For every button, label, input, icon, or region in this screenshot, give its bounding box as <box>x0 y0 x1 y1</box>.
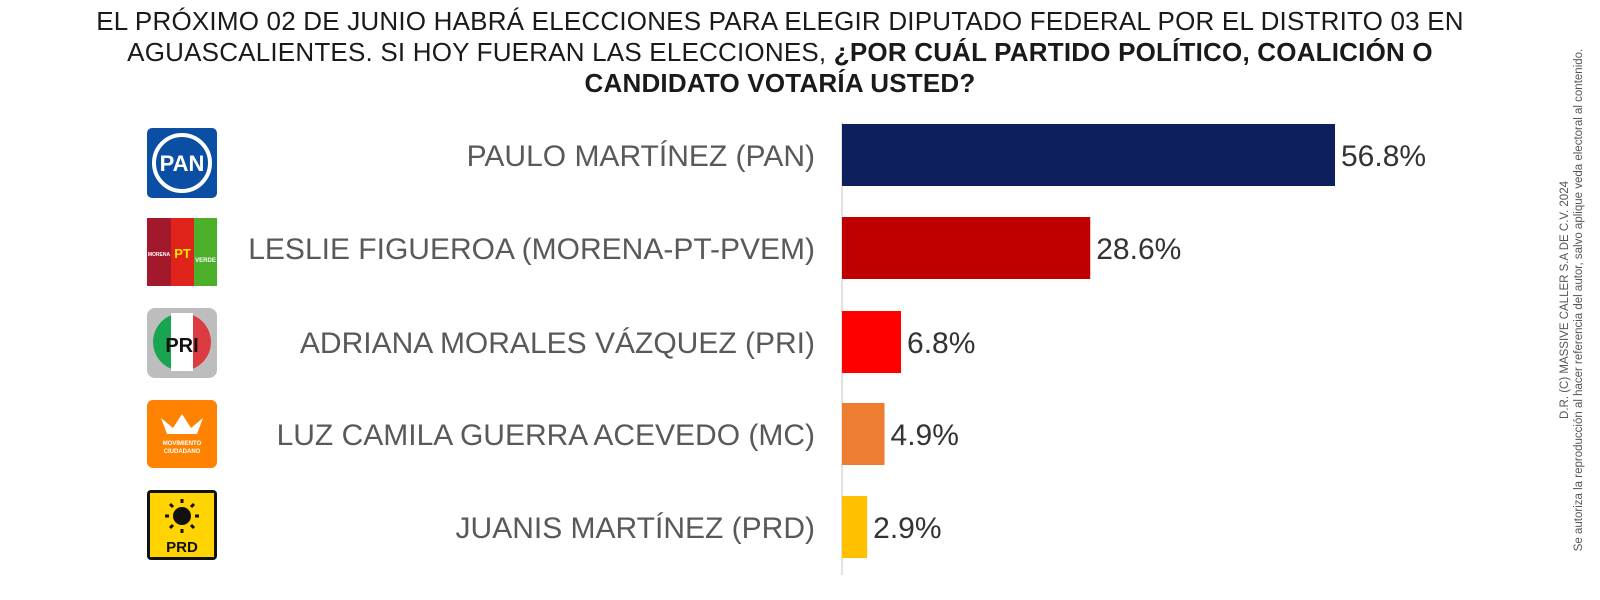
question-emphasis: ¿POR CUÁL PARTIDO POLÍTICO, COALICIÓN O … <box>584 37 1433 98</box>
data-label: 28.6% <box>1096 233 1181 266</box>
category-label: LUZ CAMILA GUERRA ACEVEDO (MC) <box>277 419 815 452</box>
svg-text:VERDE: VERDE <box>195 258 216 264</box>
category-label: JUANIS MARTÍNEZ (PRD) <box>456 512 815 545</box>
party-logos: PAN MORENA PT VERDE PRI MOVIMIENTO CIUDA… <box>147 128 217 560</box>
svg-text:MOVIMIENTO: MOVIMIENTO <box>163 441 202 447</box>
pri-logo: PRI <box>147 308 217 378</box>
category-label: ADRIANA MORALES VÁZQUEZ (PRI) <box>300 327 815 360</box>
chart-title: EL PRÓXIMO 02 DE JUNIO HABRÁ ELECCIONES … <box>60 6 1500 99</box>
morena-pt-pvem-logo: MORENA PT VERDE <box>147 218 217 286</box>
svg-text:PAN: PAN <box>160 151 205 176</box>
svg-text:MORENA: MORENA <box>148 252 171 258</box>
category-label: LESLIE FIGUEROA (MORENA-PT-PVEM) <box>248 233 815 266</box>
category-label: PAULO MARTÍNEZ (PAN) <box>467 140 815 173</box>
data-label: 56.8% <box>1341 140 1426 173</box>
bar <box>842 403 885 465</box>
svg-text:PT: PT <box>174 246 191 261</box>
copyright-line-2: Se autoriza la reproducción al hacer ref… <box>1573 48 1585 552</box>
data-label: 4.9% <box>891 419 959 452</box>
bar <box>842 124 1335 186</box>
svg-text:PRI: PRI <box>165 335 198 357</box>
svg-text:PRD: PRD <box>166 539 198 556</box>
svg-text:CIUDADANO: CIUDADANO <box>164 449 201 455</box>
copyright-line-1: D.R. (C) MASSIVE CALLER S.A DE C.V. 2024 <box>1559 181 1571 419</box>
question-text: EL PRÓXIMO 02 DE JUNIO HABRÁ ELECCIONES … <box>96 6 1464 67</box>
bar <box>842 217 1091 279</box>
data-label: 2.9% <box>873 512 941 545</box>
mc-logo: MOVIMIENTO CIUDADANO <box>147 400 217 468</box>
bars-group: PAULO MARTÍNEZ (PAN) 56.8% LESLIE FIGUEROA… <box>248 124 1426 558</box>
data-label: 6.8% <box>907 327 975 360</box>
bar <box>842 311 902 373</box>
bar <box>842 496 868 558</box>
copyright-notice: D.R. (C) MASSIVE CALLER S.A DE C.V. 2024… <box>1558 0 1586 600</box>
prd-logo: PRD <box>147 490 217 560</box>
pan-logo: PAN <box>147 128 217 198</box>
